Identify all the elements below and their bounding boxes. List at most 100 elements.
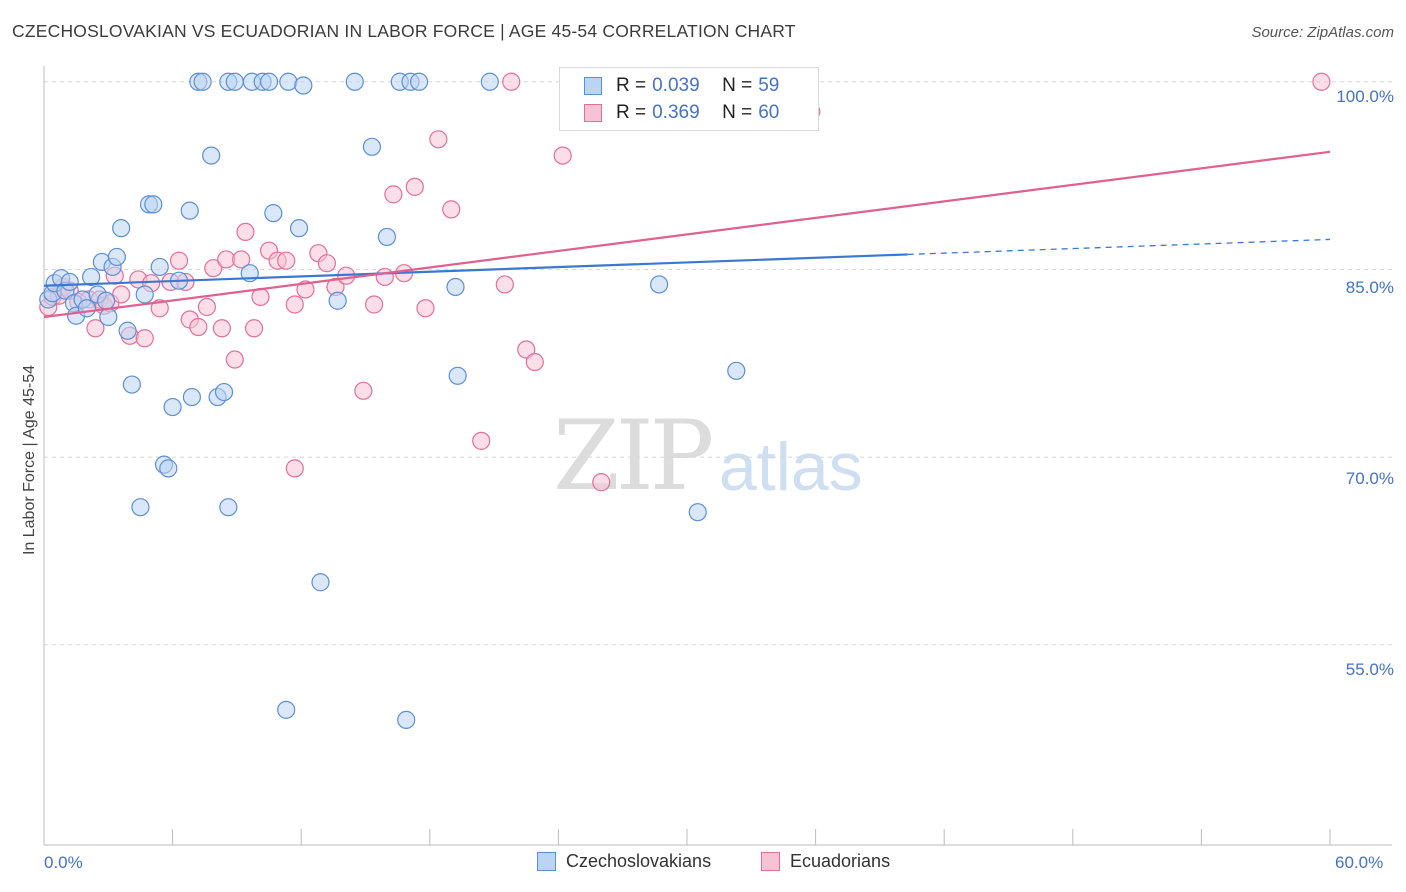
czechoslovakian-point — [311, 573, 330, 592]
czechoslovakian-point — [219, 498, 238, 517]
czechoslovakian-point — [225, 72, 244, 91]
ecuadorian-point — [212, 319, 231, 338]
ecuadorian-point — [86, 319, 105, 338]
czechoslovakian-point — [259, 72, 279, 91]
czechoslovakian-trend-extension — [907, 238, 1331, 256]
ecuadorian-point — [232, 250, 251, 269]
ecuadorian-point — [495, 275, 514, 294]
watermark-zip: ZIP — [553, 400, 714, 512]
n-value: 60 — [758, 102, 780, 123]
ecuadorian-point — [517, 340, 536, 359]
y-tick-label: 55.0% — [1345, 660, 1394, 679]
czechoslovakian-point — [193, 72, 212, 91]
x-tick-label: 60.0% — [1335, 853, 1384, 872]
n-label: N = — [722, 102, 753, 123]
czechoslovakian-point — [446, 277, 465, 297]
czechoslovakian-point — [202, 146, 221, 165]
blue-swatch-icon — [584, 77, 602, 95]
pink-swatch-icon — [761, 852, 780, 871]
y-tick-label: 100.0% — [1336, 87, 1394, 106]
czechoslovakian-point — [150, 257, 169, 277]
r-value: 0.039 — [652, 75, 700, 96]
ecuadorian-point — [364, 295, 384, 314]
ecuadorian-point — [384, 185, 403, 204]
chart-title: CZECHOSLOVAKIAN VS ECUADORIAN IN LABOR F… — [12, 21, 796, 41]
pink-swatch-icon — [584, 104, 602, 122]
czechoslovakian-point — [131, 498, 150, 517]
czechoslovakian-point — [397, 710, 416, 729]
r-label: R = — [616, 75, 647, 96]
czechoslovakian-point — [727, 361, 746, 380]
czechoslovakian-point — [97, 291, 116, 310]
ecuadorian-point — [416, 299, 435, 318]
ecuadorian-point — [553, 146, 572, 165]
ecuadorian-point — [225, 350, 244, 369]
ecuadorian-point — [150, 299, 169, 318]
ecuadorian-trend-line — [43, 150, 1331, 319]
czechoslovakian-point — [289, 219, 309, 238]
ecuadorian-point — [285, 459, 304, 478]
legend-item-czechoslovakians[interactable]: Czechoslovakians — [537, 851, 711, 872]
czechoslovakian-point — [650, 275, 669, 294]
ecuadorian-point — [296, 280, 315, 299]
ecuadorian-point — [285, 295, 304, 314]
r-value: 0.369 — [652, 102, 700, 123]
legend-item-ecuadorians[interactable]: Ecuadorians — [761, 851, 890, 872]
czechoslovakian-point — [328, 291, 347, 310]
ecuadorian-point — [525, 352, 544, 372]
czechoslovakian-point — [180, 201, 199, 220]
legend-row-czechoslovakians: R = 0.039 N = 59 — [584, 74, 785, 98]
ecuadorian-point — [204, 259, 223, 278]
ecuadorian-point — [472, 431, 491, 450]
watermark-atlas: atlas — [719, 429, 863, 505]
czechoslovakian-point — [60, 272, 79, 292]
czechoslovakian-point — [409, 72, 429, 91]
czechoslovakian-point — [77, 299, 96, 318]
ecuadorian-point — [592, 473, 611, 492]
ecuadorian-point — [354, 381, 373, 400]
czechoslovakian-point — [122, 375, 141, 394]
ecuadorian-point — [375, 267, 394, 287]
ecuadorian-point — [442, 200, 461, 219]
czechoslovakian-point — [345, 72, 364, 91]
n-value: 59 — [758, 75, 780, 96]
legend-label: Czechoslovakians — [566, 851, 712, 871]
ecuadorian-point — [197, 297, 216, 317]
czechoslovakian-point — [377, 227, 397, 247]
czechoslovakian-point — [294, 76, 313, 95]
czechoslovakian-point — [277, 700, 296, 719]
ecuadorian-point — [135, 329, 154, 348]
blue-swatch-icon — [537, 852, 556, 871]
czechoslovakian-point — [112, 219, 131, 238]
czechoslovakian-point — [135, 285, 154, 304]
czechoslovakian-point — [144, 195, 163, 214]
ecuadorian-point — [317, 254, 337, 273]
czechoslovakian-point — [159, 459, 178, 478]
czechoslovakian-point — [107, 247, 126, 267]
ecuadorian-point — [244, 319, 264, 338]
stats-legend: R = 0.039 N = 59 R = 0.369 N = 60 — [559, 67, 819, 131]
czechoslovakian-point — [118, 321, 137, 340]
ecuadorian-point — [189, 317, 208, 337]
y-tick-label: 85.0% — [1345, 278, 1394, 297]
legend-label: Ecuadorians — [790, 851, 891, 871]
ecuadorian-point — [236, 222, 255, 242]
n-label: N = — [722, 75, 753, 96]
source-label: Source: ZipAtlas.com — [1251, 24, 1394, 41]
czechoslovakian-point — [448, 366, 467, 385]
czechoslovakian-trend-line — [43, 253, 908, 287]
r-label: R = — [616, 102, 647, 123]
ecuadorian-point — [169, 251, 189, 270]
czechoslovakian-point — [688, 503, 707, 522]
czechoslovakian-point — [214, 382, 234, 402]
ecuadorian-point — [405, 177, 424, 196]
y-axis-label: In Labor Force | Age 45-54 — [21, 364, 38, 556]
czechoslovakian-point — [480, 72, 499, 91]
czechoslovakian-point — [182, 387, 201, 407]
czechoslovakian-point — [163, 397, 182, 417]
ecuadorian-point — [1312, 72, 1331, 91]
y-tick-label: 70.0% — [1345, 469, 1394, 488]
x-tick-label: 0.0% — [44, 853, 83, 872]
czechoslovakian-point — [82, 267, 101, 287]
